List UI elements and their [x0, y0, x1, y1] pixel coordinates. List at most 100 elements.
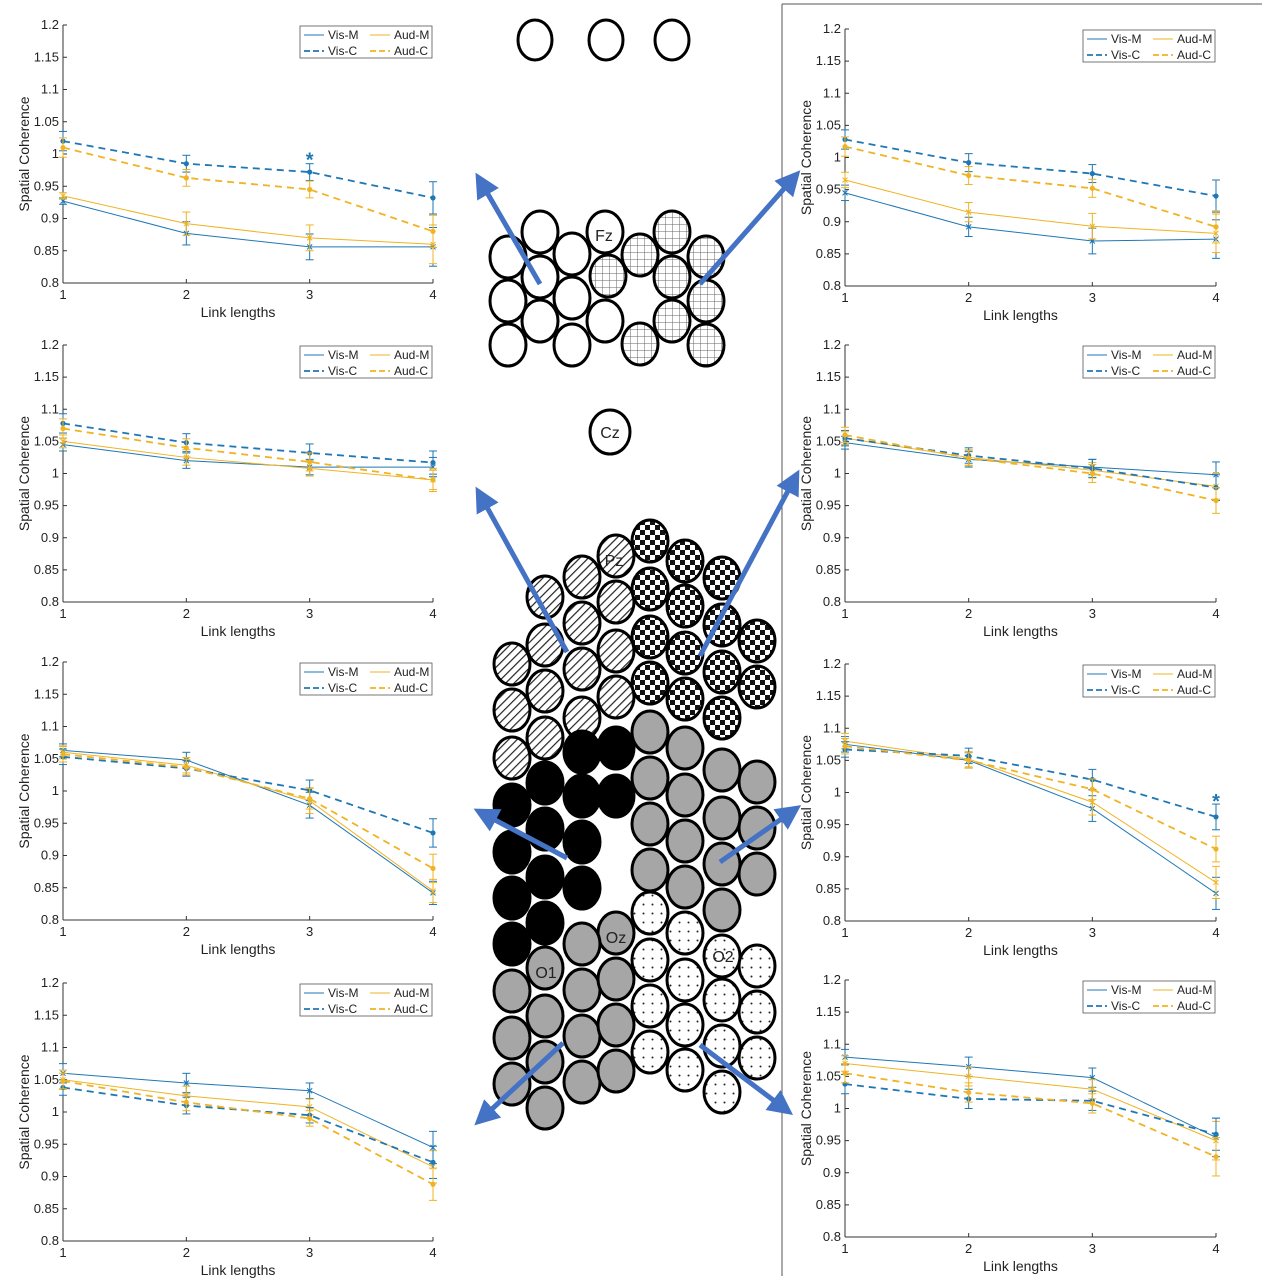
legend-label: Vis-M [1111, 983, 1141, 997]
series-line [62, 146, 434, 233]
electrode [525, 945, 565, 991]
legend-label: Aud-C [394, 681, 428, 695]
series-line [844, 740, 1217, 883]
electrode [525, 854, 565, 900]
series-vis-c [59, 413, 437, 475]
chart-left-1: 0.8 0.85 0.9 0.95 1 1.05 1.1 1.15 1.2 1 2 3 4 Link le… [16, 17, 437, 320]
x-tick-label: 1 [841, 925, 848, 940]
data-point [430, 459, 436, 466]
data-point [842, 1070, 848, 1076]
y-tick-label: 0.8 [823, 594, 841, 609]
legend-label: Aud-M [394, 28, 429, 42]
x-tick-label: 4 [429, 287, 436, 302]
series-line [62, 140, 434, 199]
series-line [62, 427, 434, 481]
series-vis-c [841, 741, 1220, 831]
y-tick-label: 1.15 [816, 688, 841, 703]
data-point [430, 228, 436, 234]
electrode [653, 18, 691, 62]
chart-right-3: 0.8 0.85 0.9 0.95 1 1.05 1.1 1.15 1.2 1 2 3 4 Link le… [798, 656, 1220, 958]
legend-label: Vis-C [328, 364, 357, 378]
series-line [844, 442, 1217, 476]
electrode [562, 1013, 602, 1059]
data-point [430, 195, 436, 201]
electrode [665, 772, 705, 818]
legend-box [1082, 664, 1216, 698]
y-tick-label: 0.85 [816, 562, 841, 577]
electrode [702, 1069, 742, 1115]
x-tick-label: 4 [1212, 1241, 1219, 1256]
electrode [585, 209, 625, 255]
y-tick-label: 1.05 [816, 752, 841, 767]
series-line [62, 1086, 434, 1164]
y-tick-label: 0.95 [816, 498, 841, 513]
series-line [844, 1056, 1217, 1138]
series-line [844, 179, 1217, 234]
y-axis-label: Spatial Coherence [16, 416, 32, 531]
data-point [1089, 185, 1095, 191]
series-aud-m [59, 192, 437, 265]
electrode [665, 818, 705, 864]
y-tick-label: 0.95 [34, 498, 59, 513]
series-line [844, 437, 1217, 487]
label-fz: Fz [595, 228, 613, 245]
y-tick-label: 1.1 [823, 401, 841, 416]
x-tick-label: 4 [1212, 290, 1219, 305]
data-point [183, 1080, 190, 1086]
x-tick-label: 2 [965, 606, 972, 621]
x-tick-label: 3 [306, 924, 313, 939]
electrode [686, 278, 726, 324]
y-axis-label: Spatial Coherence [798, 1051, 814, 1166]
data-point [430, 1159, 436, 1165]
electrode [665, 583, 705, 629]
electrode [620, 321, 660, 367]
electrode [562, 1059, 602, 1105]
x-tick-label: 4 [1212, 925, 1219, 940]
electrode [686, 234, 726, 280]
significance-marker: * [306, 149, 314, 171]
electrode [630, 847, 670, 893]
y-tick-label: 0.9 [823, 530, 841, 545]
electrode [492, 687, 532, 733]
series-aud-m [841, 171, 1220, 254]
legend-label: Vis-M [328, 348, 358, 362]
electrode [737, 851, 777, 897]
region-arrow [475, 486, 570, 654]
legend-label: Vis-C [328, 1002, 357, 1016]
electrode [492, 921, 532, 967]
electrode-labels: Fz Cz Pz Oz O1 O2 [535, 228, 733, 982]
electrode [665, 725, 705, 771]
data-point [183, 175, 189, 181]
series-line [62, 1079, 434, 1168]
electrode [702, 695, 742, 741]
data-point [1089, 170, 1095, 177]
data-point [965, 224, 972, 230]
series-line [62, 200, 433, 248]
electrode [652, 298, 692, 344]
series-line [62, 751, 434, 892]
electrode [525, 574, 565, 620]
data-point [307, 459, 313, 465]
data-point [1213, 224, 1219, 230]
legend-label: Aud-M [394, 348, 429, 362]
data-point [1213, 814, 1219, 820]
y-tick-label: 1.1 [823, 720, 841, 735]
x-axis-label: Link lengths [983, 623, 1058, 639]
legend-label: Vis-C [1111, 999, 1140, 1013]
electrode [737, 618, 777, 664]
y-axis-label: Spatial Coherence [16, 96, 32, 211]
series-line [844, 748, 1217, 818]
electrode [587, 18, 625, 62]
series-line [844, 145, 1217, 228]
data-point [60, 425, 66, 432]
data-point [966, 172, 972, 179]
x-tick-label: 2 [965, 925, 972, 940]
x-tick-label: 4 [429, 606, 436, 621]
y-tick-label: 1.1 [823, 85, 841, 100]
data-point [965, 209, 972, 215]
legend-label: Aud-M [394, 986, 429, 1000]
legend-box [1082, 345, 1216, 379]
series-vis-m [59, 743, 437, 906]
legend-label: Aud-M [1177, 348, 1212, 362]
electrode [520, 209, 560, 255]
